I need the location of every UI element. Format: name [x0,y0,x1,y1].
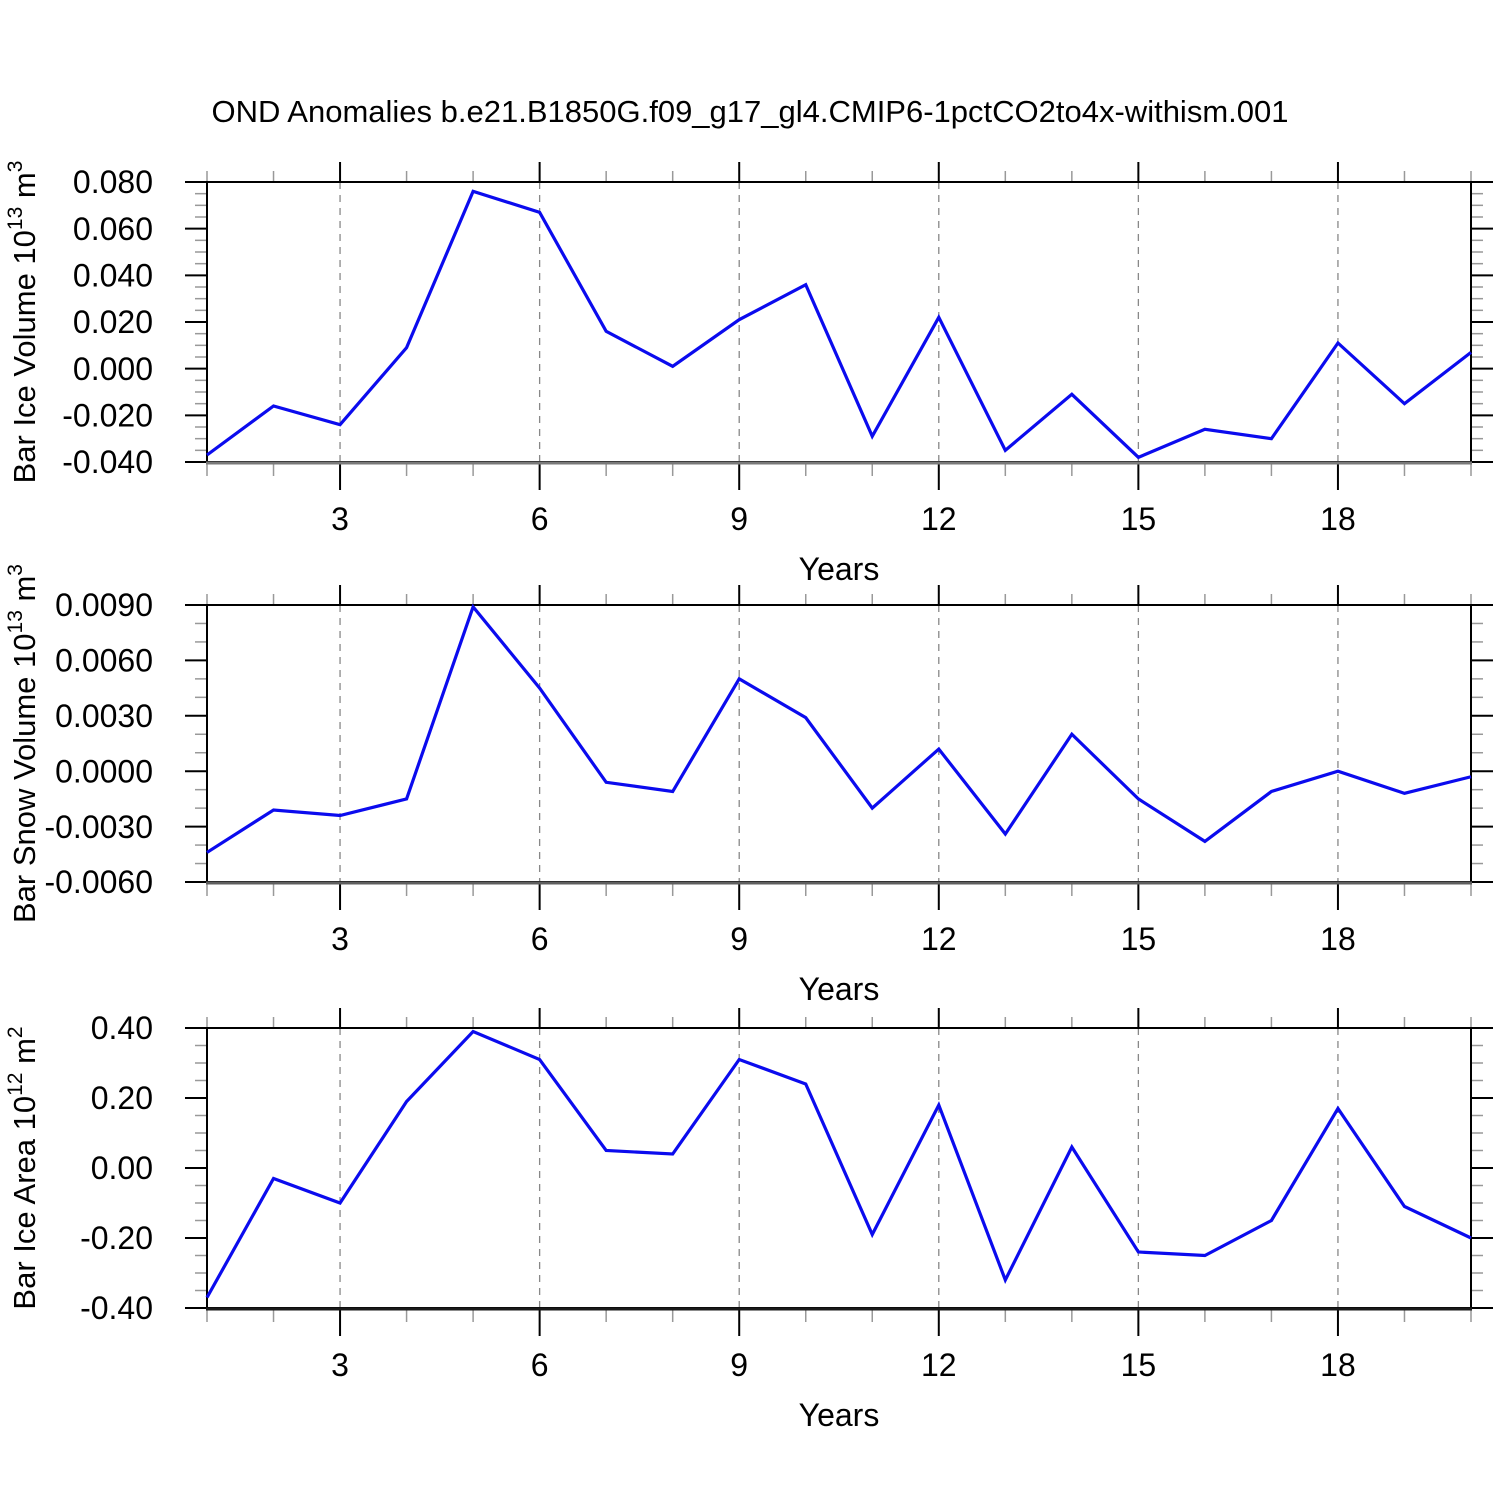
chart-title: OND Anomalies b.e21.B1850G.f09_g17_gl4.C… [211,94,1289,129]
x-tick-label: 12 [921,1347,957,1383]
y-tick-label: 0.000 [73,351,153,387]
x-tick-label: 6 [531,1347,549,1383]
y-tick-label: 0.20 [91,1080,153,1116]
y-axis-title: Bar Ice Volume 1013 m3 [4,161,42,484]
x-tick-label: 12 [921,921,957,957]
x-tick-label: 3 [331,921,349,957]
y-tick-label: -0.0060 [44,864,153,900]
x-tick-label: 15 [1121,921,1157,957]
y-tick-label: -0.020 [62,398,153,434]
x-tick-label: 15 [1121,1347,1157,1383]
data-line [205,1029,1472,1299]
panel-3-chart: -0.40 -0.20 0.00 0.20 0.40 3 6 9 12 15 18 Years Bar … [4,1008,1493,1433]
x-tick-label: 9 [730,501,748,537]
x-tick-label: 6 [531,501,549,537]
y-tick-label: 0.060 [73,211,153,247]
plot-frame [206,604,1472,883]
y-tick-label: 0.020 [73,304,153,340]
y-tick-label: -0.040 [62,444,153,480]
x-tick-label: 18 [1320,501,1356,537]
x-tick-label: 6 [531,921,549,957]
panel-2-plot: -0.0060 -0.0030 0.0000 0.0030 0.0060 0.0090 3 6… [4,564,1493,1007]
plot-frame [206,181,1472,463]
panel-1-chart: -0.040 -0.020 0.000 0.020 0.040 0.060 0.080 3 6 9… [4,161,1493,587]
x-tick-label: 18 [1320,1347,1356,1383]
y-tick-label: 0.0000 [55,753,153,789]
x-tick-label: 3 [331,501,349,537]
x-tick-label: 12 [921,501,957,537]
x-tick-label: 9 [730,1347,748,1383]
x-axis-title: Years [799,551,880,587]
y-tick-label: 0.040 [73,258,153,294]
x-tick-label: 9 [730,921,748,957]
y-axis-title: Bar Snow Volume 1013 m3 [4,564,42,923]
panel-2-chart: -0.0060 -0.0030 0.0000 0.0030 0.0060 0.0090 3 6… [4,564,1493,1007]
y-tick-label: 0.40 [91,1010,153,1046]
x-axis-title: Years [799,1397,880,1433]
x-tick-label: 15 [1121,501,1157,537]
panel-1-plot: -0.040 -0.020 0.000 0.020 0.040 0.060 0.080 3 6 9… [4,161,1493,587]
x-tick-label: 18 [1320,921,1356,957]
y-tick-label: 0.0060 [55,643,153,679]
data-line [206,189,1472,460]
x-tick-label: 3 [331,1347,349,1383]
y-tick-label: -0.40 [80,1290,153,1326]
y-tick-label: 0.00 [91,1150,153,1186]
plot-frame [206,1027,1472,1309]
y-tick-label: 0.0030 [55,698,153,734]
y-tick-label: 0.080 [73,164,153,200]
x-axis-title: Years [799,971,880,1007]
y-axis-title: Bar Ice Area 1012 m2 [4,1026,42,1309]
y-tick-label: -0.20 [80,1220,153,1256]
y-tick-label: -0.0030 [44,809,153,845]
data-line [206,603,1472,854]
panel-3-plot: -0.40 -0.20 0.00 0.20 0.40 3 6 9 12 15 18 Years Bar … [4,1008,1493,1433]
y-tick-label: 0.0090 [55,587,153,623]
